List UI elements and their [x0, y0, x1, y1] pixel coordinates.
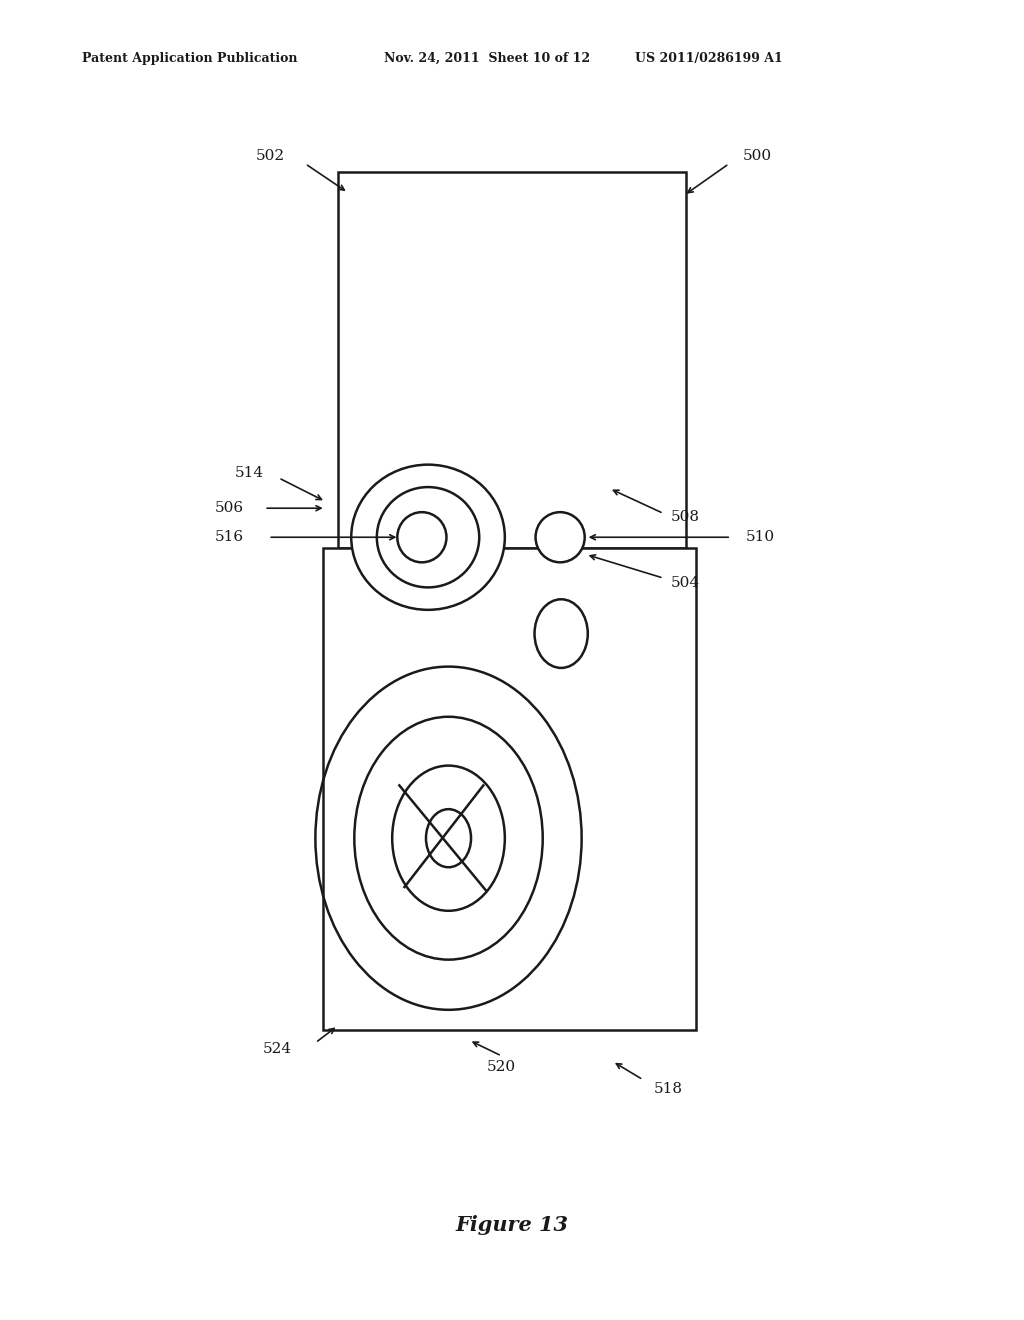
- Text: 518: 518: [653, 1082, 682, 1096]
- Ellipse shape: [536, 512, 585, 562]
- Ellipse shape: [377, 487, 479, 587]
- Text: Nov. 24, 2011  Sheet 10 of 12: Nov. 24, 2011 Sheet 10 of 12: [384, 51, 590, 65]
- Text: US 2011/0286199 A1: US 2011/0286199 A1: [635, 51, 782, 65]
- Text: 524: 524: [263, 1043, 292, 1056]
- Text: 506: 506: [215, 502, 244, 515]
- Text: Figure 13: Figure 13: [456, 1214, 568, 1236]
- Text: 500: 500: [742, 149, 771, 162]
- Text: 508: 508: [671, 511, 699, 524]
- Text: 510: 510: [745, 531, 774, 544]
- Text: 514: 514: [236, 466, 264, 479]
- Ellipse shape: [351, 465, 505, 610]
- Text: 502: 502: [256, 149, 285, 162]
- Text: Patent Application Publication: Patent Application Publication: [82, 51, 297, 65]
- Ellipse shape: [397, 512, 446, 562]
- Circle shape: [535, 599, 588, 668]
- Text: 504: 504: [671, 577, 699, 590]
- Bar: [323, 548, 696, 1030]
- Text: 520: 520: [487, 1060, 516, 1073]
- Text: 516: 516: [215, 531, 244, 544]
- Bar: [338, 172, 686, 548]
